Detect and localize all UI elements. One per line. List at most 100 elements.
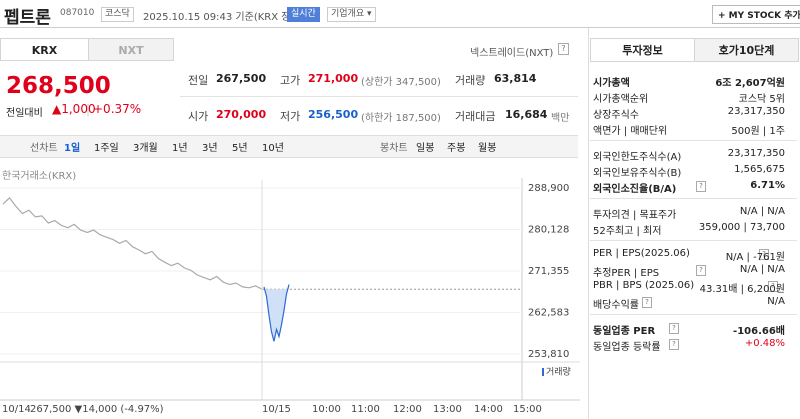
today-area <box>264 284 289 342</box>
help-icon[interactable]: ? <box>759 249 769 260</box>
info-value: 1,565,675 <box>734 164 785 175</box>
line-chart-label: 선차트 <box>30 143 58 154</box>
change-pct: +0.37% <box>93 102 142 116</box>
period-button[interactable]: 3개월 <box>133 143 158 154</box>
krx-tab[interactable]: KRX <box>0 38 89 61</box>
info-value: 500원 | 1주 <box>731 126 785 137</box>
current-price: 268,500 <box>6 73 111 99</box>
info-label: 액면가 | 매매단위 <box>593 126 668 137</box>
info-value: 6.71% <box>750 180 785 191</box>
help-icon[interactable]: ? <box>768 281 778 292</box>
summary-value: 271,000 <box>308 72 359 85</box>
info-value: 코스닥 5위 <box>738 94 785 105</box>
info-value: N/A | -761원 <box>725 252 785 263</box>
info-value: +0.48% <box>744 338 785 349</box>
nxt-tab[interactable]: NXT <box>88 38 174 61</box>
help-icon[interactable]: ? <box>642 297 652 308</box>
candle-button[interactable]: 월봉 <box>478 143 497 154</box>
x-tick-label: 13:00 <box>433 404 462 415</box>
summary-label: 거래대금 <box>455 110 496 123</box>
prev-info: 267,500 ▼14,000 (-4.97%) <box>30 404 164 415</box>
info-label: 동일업종 PER <box>593 326 656 337</box>
summary-value: 256,500 <box>308 108 359 121</box>
info-label: 동일업종 등락률 <box>593 342 661 353</box>
info-label: 상장주식수 <box>593 110 639 121</box>
help-icon[interactable]: ? <box>558 43 569 55</box>
divider: | <box>86 102 91 116</box>
info-label: PER | EPS(2025.06) <box>593 248 690 259</box>
x-tick-label: 10/15 <box>262 404 291 415</box>
candle-chart-label: 봉차트 <box>380 143 408 154</box>
candle-button[interactable]: 일봉 <box>416 143 435 154</box>
overview-button[interactable]: 기업개요 ▾ <box>327 7 376 22</box>
help-icon[interactable]: ? <box>696 181 706 192</box>
info-tab[interactable]: 호가10단계 <box>694 38 799 62</box>
y-tick-label: 253,810 <box>528 349 569 360</box>
help-icon[interactable]: ? <box>696 265 706 276</box>
info-value: -106.66배 <box>733 326 785 337</box>
realtime-badge[interactable]: 실시간 <box>287 7 320 22</box>
summary-note: 백만 <box>551 113 570 124</box>
x-tick-label: 12:00 <box>393 404 422 415</box>
help-icon[interactable]: ? <box>669 323 679 334</box>
info-label: 추정PER | EPS <box>593 268 660 279</box>
change: ▲1,000 <box>52 102 96 116</box>
info-label: 배당수익률 <box>593 300 639 311</box>
y-tick-label: 280,128 <box>528 224 569 235</box>
price-chart: 288,900 280,128 271,355 262,583 253,810 거래량 10… <box>0 178 580 415</box>
info-value: 23,317,350 <box>727 148 785 159</box>
help-icon[interactable]: ? <box>669 339 679 350</box>
x-tick-label: 11:00 <box>351 404 380 415</box>
period-button[interactable]: 10년 <box>262 143 284 154</box>
info-value: N/A <box>767 296 785 307</box>
summary-line <box>180 96 578 97</box>
chart-source: 한국거래소(KRX) <box>2 171 77 182</box>
y-tick-label: 262,583 <box>528 307 569 318</box>
period-bar <box>0 135 578 158</box>
summary-label: 저가 <box>280 110 301 123</box>
candle-button[interactable]: 주봉 <box>447 143 466 154</box>
info-label: 외국인보유주식수(B) <box>593 168 682 179</box>
info-separator <box>590 198 797 199</box>
summary-label: 전일 <box>188 74 209 87</box>
prev-values-line <box>2 197 263 290</box>
period-button[interactable]: 1일 <box>64 143 81 154</box>
info-label: 투자의견 | 목표주가 <box>593 210 677 221</box>
summary-label: 시가 <box>188 110 209 123</box>
info-tab[interactable]: 투자정보 <box>590 38 695 62</box>
info-value: 23,317,350 <box>727 106 785 117</box>
period-button[interactable]: 3년 <box>202 143 218 154</box>
stock-code: 087010 <box>60 8 95 18</box>
nxt-link[interactable]: 넥스트레이드(NXT) <box>470 48 554 59</box>
summary-value: 63,814 <box>494 72 537 85</box>
x-tick-label: 15:00 <box>513 404 542 415</box>
summary-label: 고가 <box>280 74 301 87</box>
info-separator <box>590 140 797 141</box>
x-tick-label: 10/14 <box>2 404 31 415</box>
period-button[interactable]: 1년 <box>172 143 188 154</box>
period-button[interactable]: 5년 <box>232 143 248 154</box>
today-values-line <box>263 284 290 342</box>
info-separator <box>590 240 797 241</box>
y-tick-label: 271,355 <box>528 266 569 277</box>
mystock-button[interactable]: + MY STOCK 추가 <box>712 5 800 24</box>
info-label: 시가총액순위 <box>593 94 649 105</box>
y-tick-label: 288,900 <box>528 183 569 194</box>
change-label: 전일대비 <box>6 108 43 119</box>
info-value: 43.31배 | 6,200원 <box>699 284 785 295</box>
summary-note: (하한가 187,500) <box>361 113 441 124</box>
panel-divider <box>588 28 589 419</box>
info-label: 외국인소진율(B/A) <box>593 184 677 195</box>
x-tick-label: 14:00 <box>474 404 503 415</box>
info-label: 52주최고 | 최저 <box>593 226 662 237</box>
market-badge: 코스닥 <box>101 7 134 22</box>
x-tick-label: 10:00 <box>312 404 341 415</box>
summary-label: 거래량 <box>455 74 486 87</box>
info-separator <box>590 314 797 315</box>
info-label: PBR | BPS (2025.06) <box>593 280 695 291</box>
datetime: 2025.10.15 09:43 기준(KRX 장중) <box>143 12 304 23</box>
info-label: 시가총액 <box>593 78 630 89</box>
period-button[interactable]: 1주일 <box>94 143 119 154</box>
volume-label: 거래량 <box>546 366 571 378</box>
